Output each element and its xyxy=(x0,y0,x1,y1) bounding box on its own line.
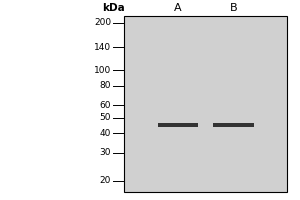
Text: kDa: kDa xyxy=(102,3,125,13)
Text: 60: 60 xyxy=(100,101,111,110)
Text: 30: 30 xyxy=(100,148,111,157)
Bar xyxy=(213,123,254,127)
Text: 100: 100 xyxy=(94,66,111,75)
Bar xyxy=(158,123,199,127)
Text: 80: 80 xyxy=(100,81,111,90)
Text: 140: 140 xyxy=(94,43,111,52)
Bar xyxy=(124,16,287,192)
Text: 40: 40 xyxy=(100,129,111,138)
Text: 50: 50 xyxy=(100,113,111,122)
Text: 20: 20 xyxy=(100,176,111,185)
Text: A: A xyxy=(174,3,182,13)
Text: B: B xyxy=(230,3,237,13)
Text: 200: 200 xyxy=(94,18,111,27)
